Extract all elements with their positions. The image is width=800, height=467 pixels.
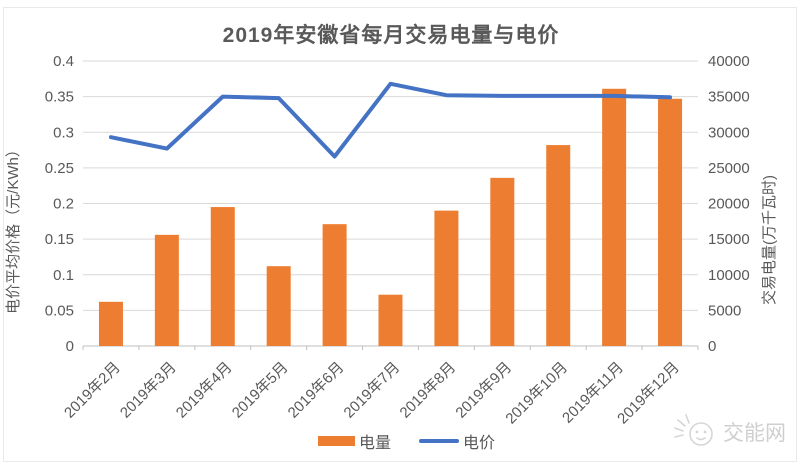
- right-axis-tick-label: 40000: [708, 53, 750, 70]
- left-axis-tick-label: 0.1: [53, 267, 74, 284]
- volume-bar-2019年9月: [490, 177, 515, 346]
- right-axis-tick-label: 0: [708, 338, 716, 355]
- x-axis-label: 2019年4月: [173, 359, 236, 422]
- right-axis-title: 交易电量(万千瓦时): [760, 175, 778, 305]
- left-axis-title: 电价平均价格（元/KWh）: [5, 142, 22, 314]
- right-axis-tick-label: 35000: [708, 89, 750, 106]
- left-axis-tick-label: 0.2: [53, 196, 74, 213]
- volume-bar-2019年6月: [322, 224, 347, 346]
- right-axis-tick-label: 10000: [708, 267, 750, 284]
- volume-bar-2019年11月: [602, 88, 627, 346]
- volume-bar-2019年8月: [434, 210, 459, 346]
- left-axis-tick-label: 0: [66, 338, 74, 355]
- volume-bar-2019年10月: [546, 145, 571, 346]
- volume-bar-2019年5月: [266, 266, 291, 346]
- left-axis-tick-label: 0.05: [45, 302, 74, 319]
- volume-bar-2019年7月: [378, 294, 403, 346]
- right-axis-tick-label: 30000: [708, 124, 750, 141]
- volume-bar-2019年2月: [98, 301, 123, 346]
- left-axis-tick-label: 0.4: [53, 53, 74, 70]
- price-line: [108, 81, 673, 159]
- left-axis-tick-label: 0.3: [53, 124, 74, 141]
- x-axis-label: 2019年3月: [117, 359, 180, 422]
- volume-bar-2019年3月: [154, 234, 179, 346]
- watermark-logo-icon: [674, 414, 713, 446]
- right-axis-tick-label: 20000: [708, 196, 750, 213]
- x-axis-label: 2019年7月: [341, 359, 404, 422]
- right-axis-tick-label: 25000: [708, 160, 750, 177]
- volume-bar-2019年12月: [658, 98, 683, 346]
- left-axis-tick-label: 0.25: [45, 160, 74, 177]
- chart-title: 2019年安徽省每月交易电量与电价: [222, 24, 560, 47]
- legend: 电量 电价: [318, 431, 496, 452]
- x-axis-label: 2019年6月: [285, 359, 348, 422]
- price-legend-swatch: [419, 439, 460, 443]
- left-axis-tick-label: 0.35: [45, 89, 74, 106]
- x-axis-label: 2019年5月: [229, 359, 292, 422]
- watermark: 交能网: [672, 412, 786, 452]
- right-axis-tick-label: 5000: [708, 302, 741, 319]
- volume-legend-swatch: [318, 436, 355, 446]
- right-axis-tick-label: 15000: [708, 231, 750, 248]
- left-axis-tick-label: 0.15: [45, 231, 74, 248]
- x-axis-label: 2019年2月: [61, 359, 124, 422]
- price-legend-label: 电价: [463, 435, 496, 452]
- volume-bar-2019年4月: [210, 207, 235, 346]
- volume-legend-label: 电量: [359, 435, 392, 452]
- watermark-text: 交能网: [723, 422, 786, 445]
- x-axis-label: 2019年8月: [397, 359, 460, 422]
